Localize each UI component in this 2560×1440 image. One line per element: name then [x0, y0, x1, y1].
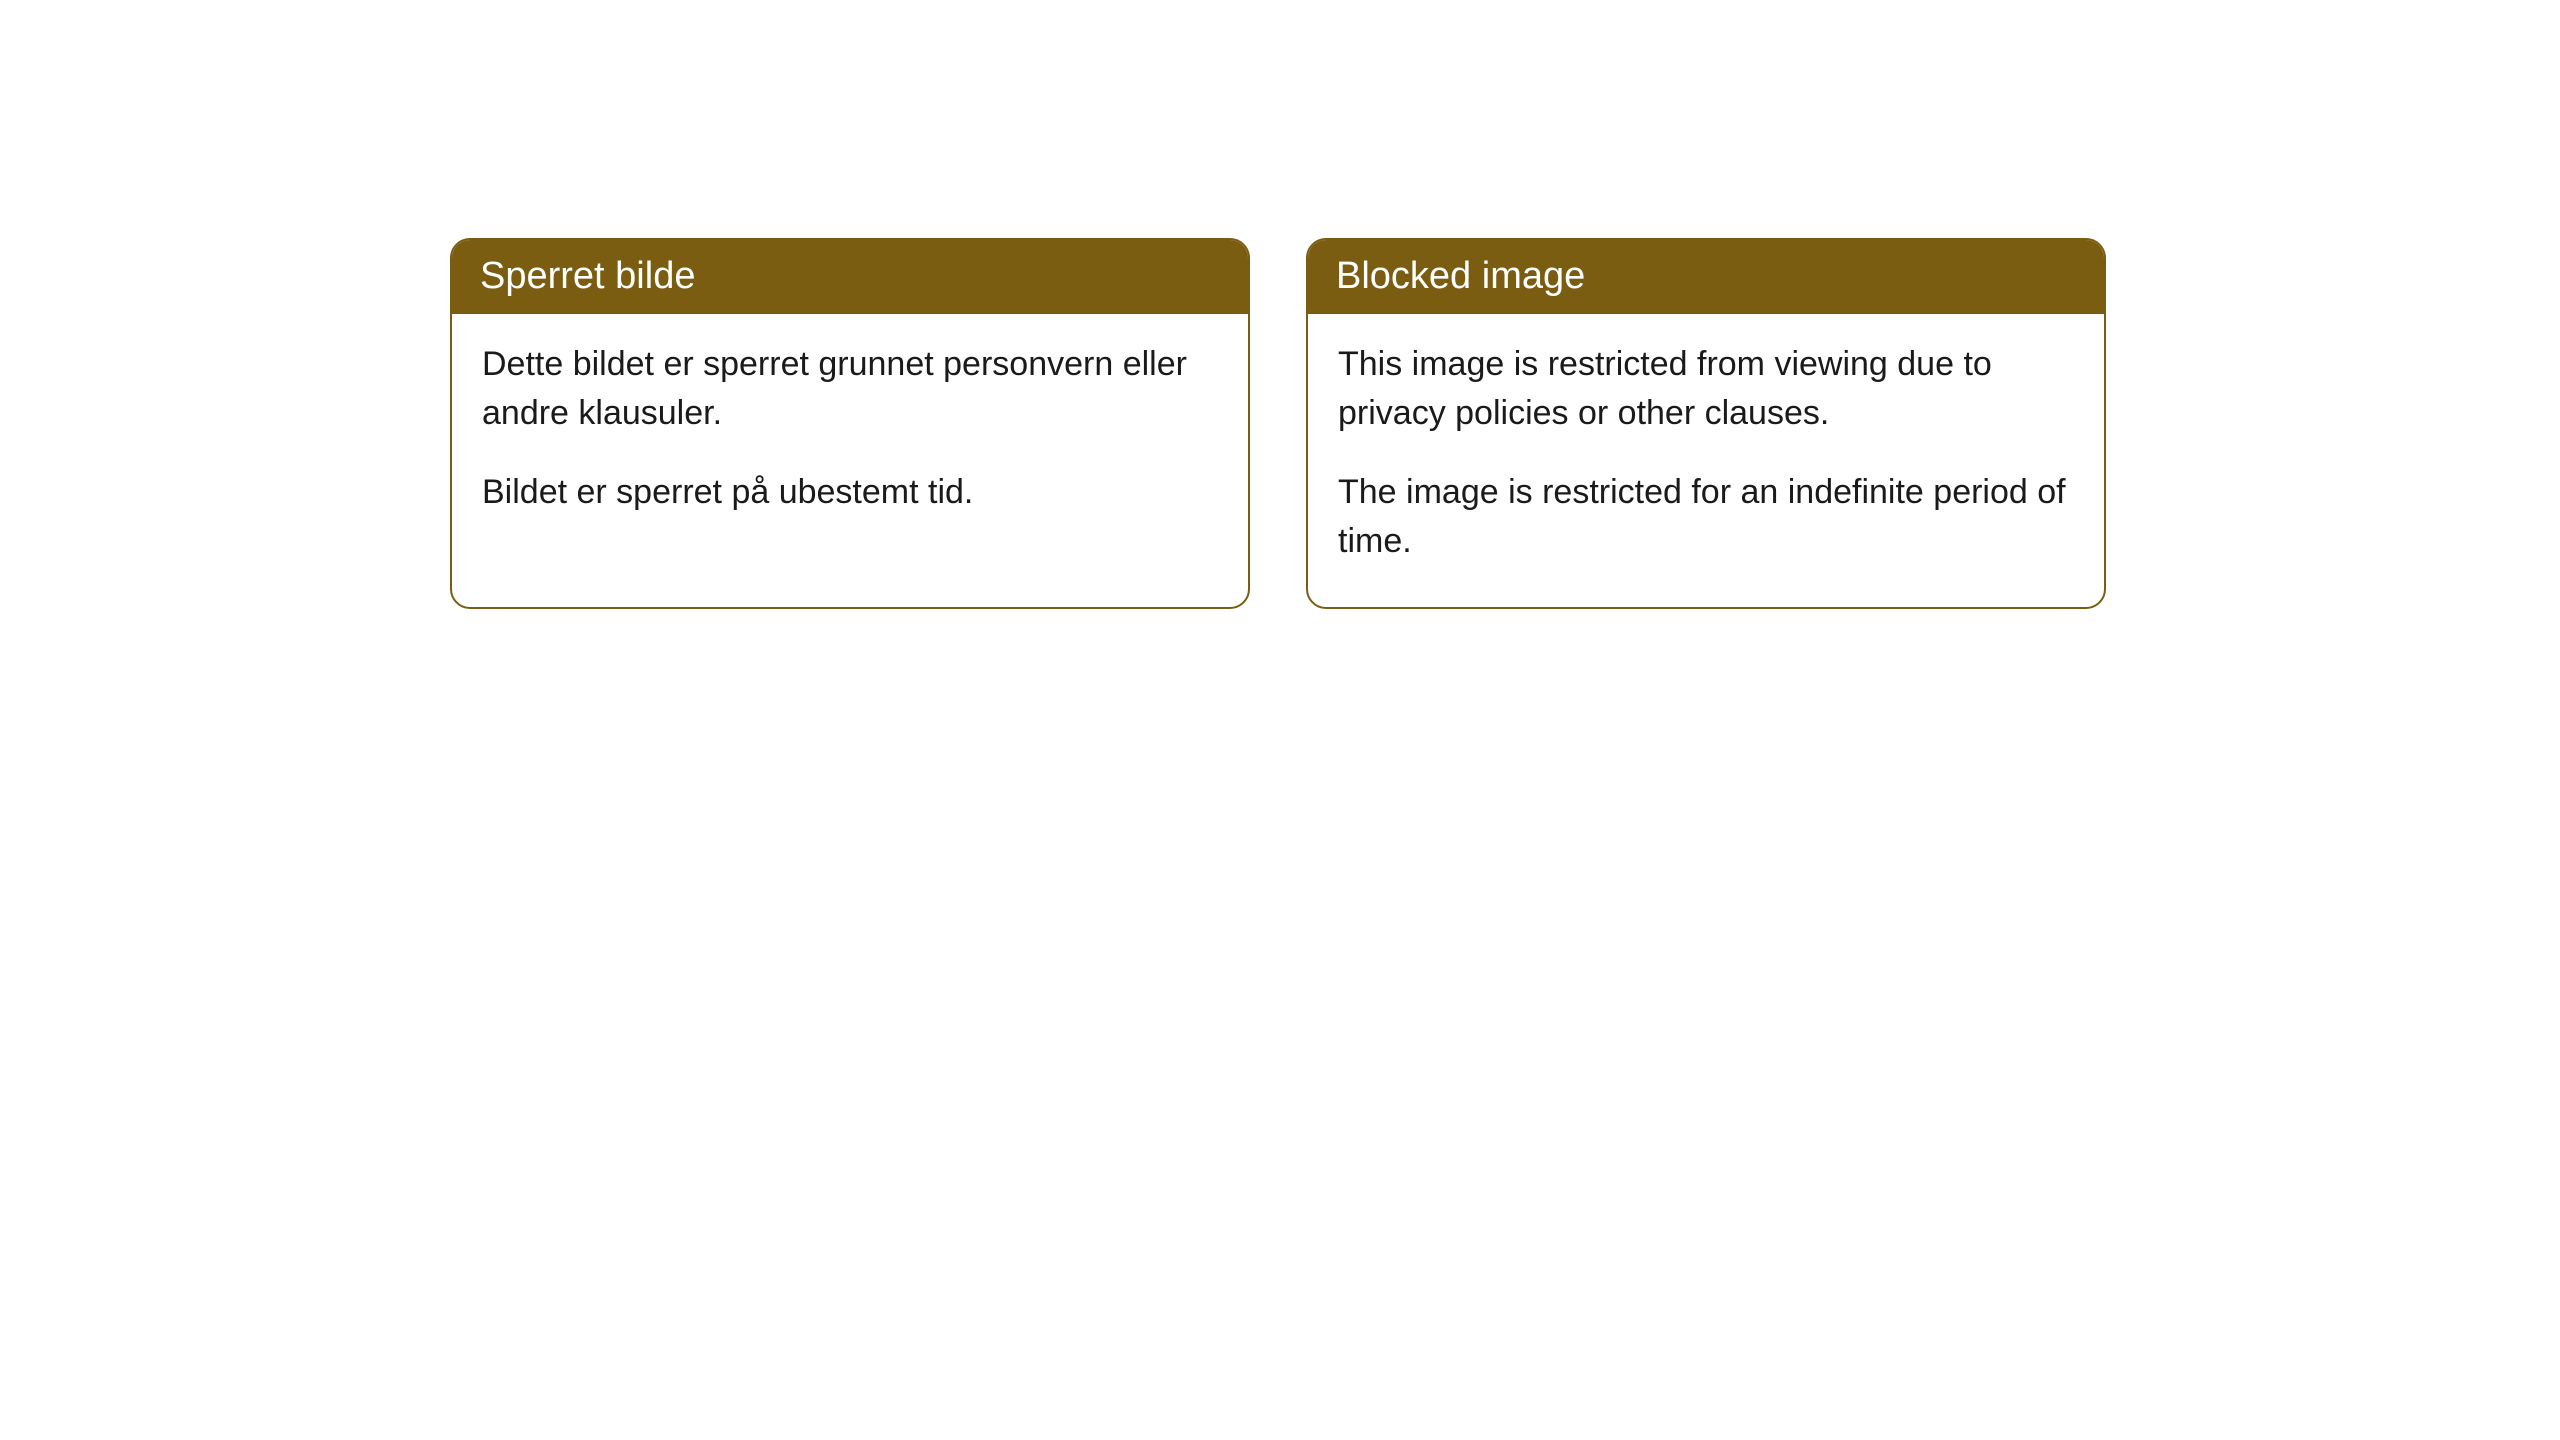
card-header: Sperret bilde: [452, 240, 1248, 314]
card-body: Dette bildet er sperret grunnet personve…: [452, 314, 1248, 558]
blocked-image-card-no: Sperret bilde Dette bildet er sperret gr…: [450, 238, 1250, 609]
card-body: This image is restricted from viewing du…: [1308, 314, 2104, 607]
card-text-1: Dette bildet er sperret grunnet personve…: [482, 340, 1218, 439]
card-text-1: This image is restricted from viewing du…: [1338, 340, 2074, 439]
card-text-2: The image is restricted for an indefinit…: [1338, 468, 2074, 567]
card-text-2: Bildet er sperret på ubestemt tid.: [482, 468, 1218, 517]
blocked-image-card-en: Blocked image This image is restricted f…: [1306, 238, 2106, 609]
cards-container: Sperret bilde Dette bildet er sperret gr…: [450, 238, 2560, 609]
card-header: Blocked image: [1308, 240, 2104, 314]
